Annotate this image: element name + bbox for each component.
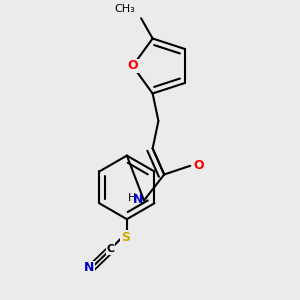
Text: C: C: [106, 244, 115, 254]
Text: S: S: [121, 231, 130, 244]
Text: O: O: [127, 59, 138, 73]
Text: H: H: [128, 193, 137, 203]
Text: O: O: [194, 159, 204, 172]
Text: N: N: [133, 193, 143, 206]
Text: N: N: [83, 261, 94, 274]
Text: CH₃: CH₃: [115, 4, 135, 14]
